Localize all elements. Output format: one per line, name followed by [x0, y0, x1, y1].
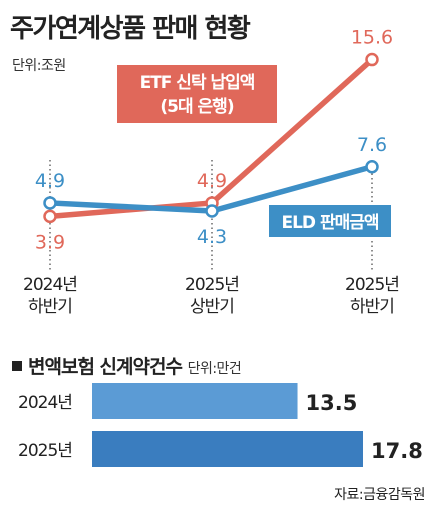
bar-chart-title-text: 변액보험 신계약건수	[28, 356, 183, 378]
legend-eld-box	[267, 203, 393, 239]
series-0-value-label-0: 3.9	[35, 231, 65, 253]
legend-etf-label-1: (5대 은행)	[160, 97, 233, 117]
series-0-value-label-1: 4.9	[197, 170, 227, 192]
series-1-point-0	[43, 196, 57, 210]
bar-0	[92, 383, 298, 419]
square-bullet-icon	[12, 361, 22, 371]
x-tick-label-2: 2025년 하반기	[345, 275, 399, 317]
bar-1	[92, 431, 363, 467]
legend-etf: ETF 신탁 납입액 (5대 은행)	[115, 63, 279, 125]
line-chart: 2024년 하반기 2025년 상반기 2025년 하반기 3.9 4.9 15.6 4.9 4.3…	[23, 27, 400, 317]
series-1-point-2	[365, 160, 379, 174]
series-1-value-label-2: 7.6	[357, 134, 387, 156]
series-1-point-1	[205, 204, 219, 218]
legend-etf-label-0: ETF 신탁 납입액	[140, 73, 255, 93]
bar-value-label-0: 13.5	[306, 391, 358, 415]
x-tick-label-0: 2024년 하반기	[23, 275, 77, 317]
bar-category-label-0: 2024년	[18, 393, 72, 413]
series-1-value-label-0: 4.9	[35, 170, 65, 192]
unit-label: 단위:조원	[12, 58, 66, 74]
chart-title: 주가연계상품 판매 현황	[10, 14, 251, 44]
legend-etf-box	[115, 63, 279, 125]
bar-chart-unit: 단위:만건	[187, 361, 242, 377]
x-tick-label-1: 2025년 상반기	[185, 275, 239, 317]
source-note: 자료:금융감독원	[334, 487, 425, 503]
series-0-point-0	[43, 209, 57, 224]
legend-eld: ELD 판매금액	[267, 203, 393, 239]
bar-chart-title: 변액보험 신계약건수 단위:만건	[12, 352, 242, 379]
bar-value-label-1: 17.8	[371, 439, 423, 463]
series-0-point-2	[365, 52, 379, 67]
series-0-value-label-2: 15.6	[351, 27, 393, 49]
bar-category-label-1: 2025년	[18, 441, 72, 461]
legend-eld-label: ELD 판매금액	[281, 213, 378, 233]
series-1-value-label-1: 4.3	[197, 226, 227, 248]
